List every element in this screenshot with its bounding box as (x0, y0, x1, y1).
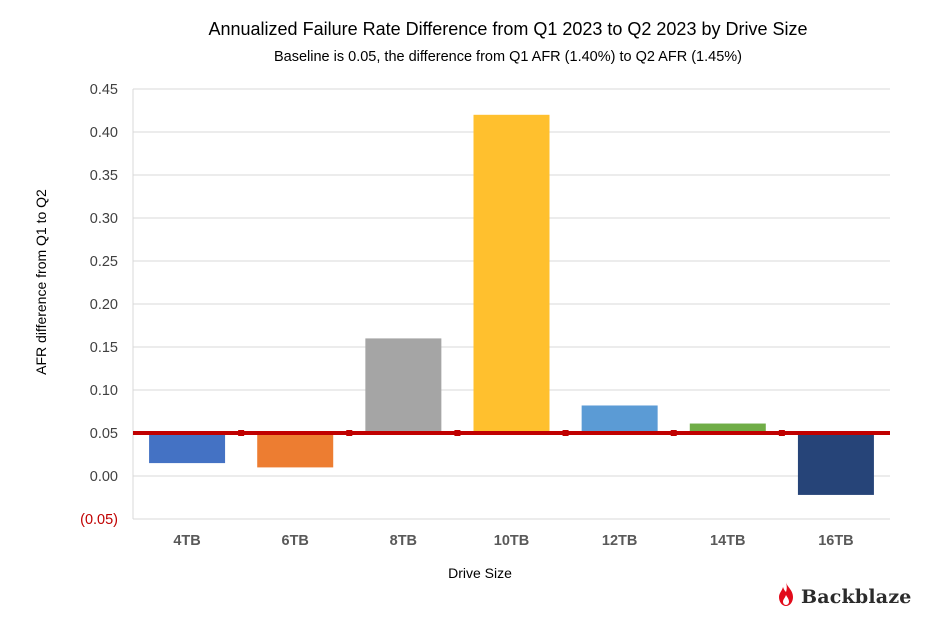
x-tick-label: 10TB (494, 533, 529, 549)
y-tick-label: 0.30 (90, 211, 118, 227)
baseline-marker (778, 430, 785, 436)
x-tick-label: 4TB (173, 533, 200, 549)
y-tick-label: (0.05) (80, 512, 118, 528)
bars (149, 114, 874, 495)
x-tick-label: 12TB (602, 533, 637, 549)
y-axis-ticks: (0.05) 0.00 0.05 0.10 0.15 0.20 0.25 0.30 0.35 0.… (80, 82, 118, 528)
x-axis-label: Drive Size (448, 565, 512, 581)
y-tick-label: 0.40 (90, 125, 118, 141)
bar-16tb (797, 433, 874, 495)
baseline-marker (454, 430, 461, 436)
bar-4tb (149, 433, 226, 464)
bar-8tb (365, 338, 442, 433)
y-tick-label: 0.00 (90, 469, 118, 485)
y-tick-label: 0.45 (90, 82, 118, 98)
baseline-marker (346, 430, 353, 436)
y-tick-label: 0.25 (90, 254, 118, 270)
bar-6tb (257, 433, 334, 468)
x-tick-label: 6TB (282, 533, 309, 549)
x-tick-label: 16TB (818, 533, 853, 549)
y-tick-label: 0.15 (90, 340, 118, 356)
y-tick-label: 0.20 (90, 297, 118, 313)
logo-text: Backblaze (801, 585, 912, 608)
chart-title: Annualized Failure Rate Difference from … (208, 19, 808, 39)
x-tick-label: 14TB (710, 533, 745, 549)
x-axis-ticks: 4TB 6TB 8TB 10TB 12TB 14TB 16TB (173, 533, 853, 549)
baseline-marker (562, 430, 569, 436)
bar-12tb (581, 405, 658, 433)
y-tick-label: 0.05 (90, 426, 118, 442)
x-tick-label: 8TB (390, 533, 417, 549)
bar-10tb (473, 114, 550, 434)
chart-subtitle: Baseline is 0.05, the difference from Q1… (274, 49, 742, 65)
baseline-line (133, 430, 890, 436)
y-axis-label: AFR difference from Q1 to Q2 (33, 189, 49, 375)
y-tick-label: 0.10 (90, 383, 118, 399)
baseline-marker (238, 430, 245, 436)
bar-14tb (689, 423, 766, 433)
baseline-marker (670, 430, 677, 436)
y-tick-label: 0.35 (90, 168, 118, 184)
flame-icon (776, 582, 796, 611)
backblaze-logo: Backblaze (776, 582, 912, 611)
